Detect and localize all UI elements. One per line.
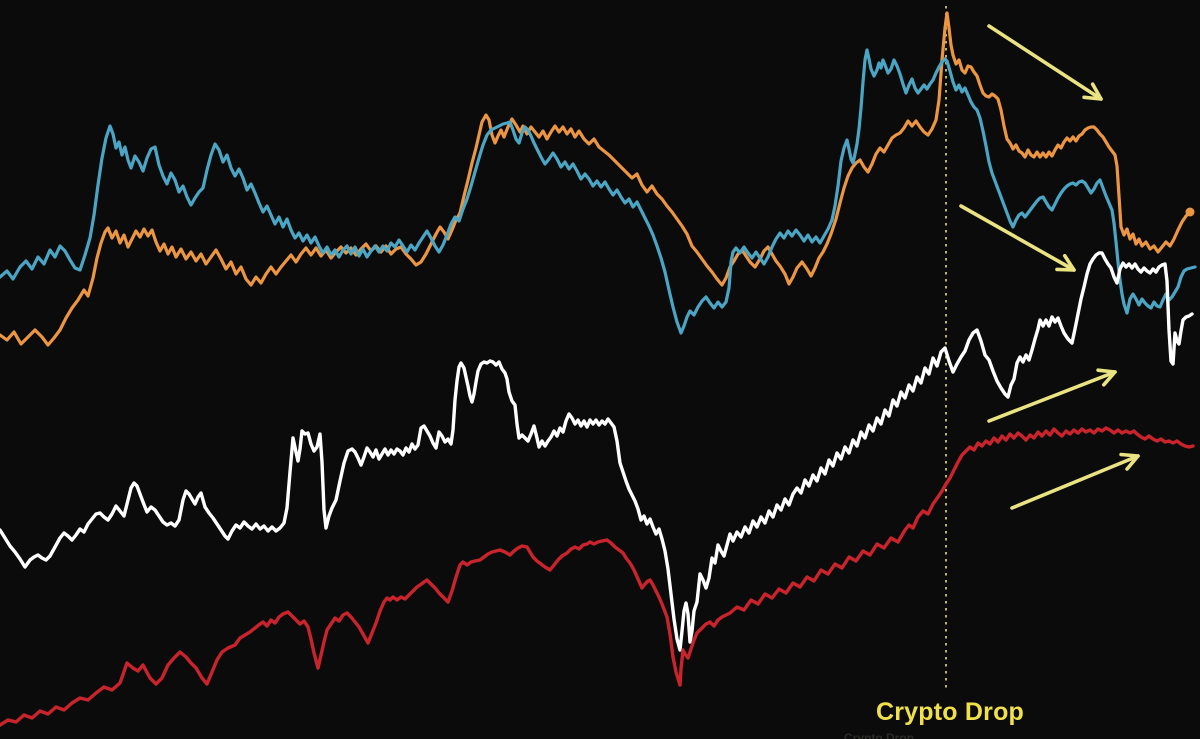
annotation-arrow-down-right <box>987 24 1103 101</box>
orange-series-end-dot <box>1185 207 1195 217</box>
white-series <box>0 251 1194 652</box>
annotation-arrow-up-right <box>987 368 1117 423</box>
annotation-arrow-up-right <box>1010 452 1140 510</box>
orange-series <box>0 11 1192 347</box>
red-series <box>0 426 1195 727</box>
annotation-arrow-down-right <box>959 204 1076 272</box>
crypto-drop-ghost-label: Crypto Drop <box>844 731 914 739</box>
teal-series <box>0 48 1197 335</box>
crypto-drop-label: Crypto Drop <box>876 698 1025 726</box>
